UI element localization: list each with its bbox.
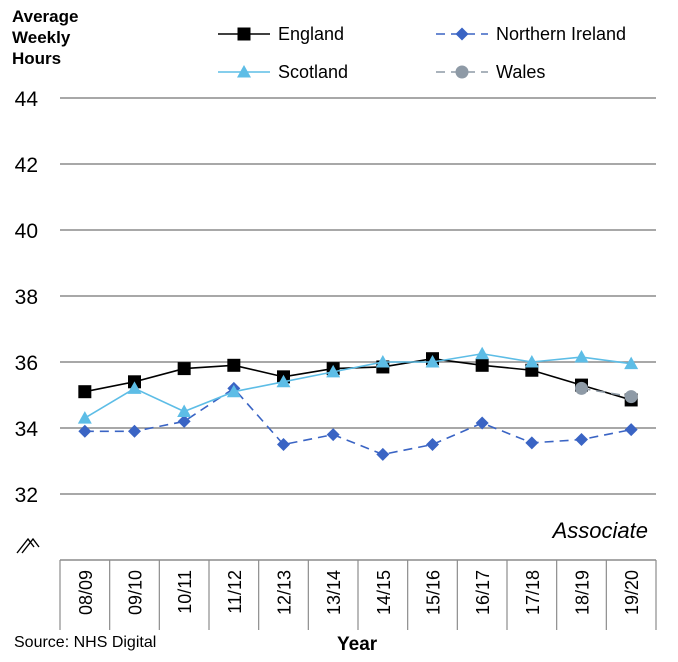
data-point — [574, 350, 589, 363]
data-point — [226, 384, 241, 398]
data-point — [375, 355, 390, 368]
series-line — [84, 387, 632, 456]
y-axis-break-icon — [16, 537, 40, 554]
y-tick-labels: 44 42 40 38 36 34 32 — [15, 88, 39, 507]
data-point — [128, 424, 141, 438]
series-wales — [575, 381, 638, 404]
data-point — [575, 381, 588, 395]
data-point — [624, 356, 639, 370]
data-point — [525, 436, 539, 450]
data-point — [455, 27, 469, 41]
x-tick-label: 12/13 — [275, 570, 295, 615]
series-northern-ireland — [78, 381, 638, 461]
x-axis-title: Year — [337, 634, 378, 655]
data-point — [475, 358, 489, 372]
data-point — [326, 428, 340, 442]
y-tick-label: 38 — [15, 286, 38, 309]
data-point — [276, 374, 291, 388]
data-point — [237, 27, 251, 41]
x-tick-label: 11/12 — [225, 570, 245, 614]
data-point — [237, 65, 251, 78]
data-point — [177, 414, 191, 428]
legend-label: England — [278, 24, 344, 44]
x-axis: 08/09 09/10 10/11 11/12 12/13 13/14 14/15 15/16… — [59, 559, 657, 630]
legend-item: Scotland — [218, 62, 348, 82]
x-tick-label: 17/18 — [523, 570, 543, 615]
data-point — [326, 364, 341, 378]
data-point — [177, 362, 191, 376]
data-point — [127, 381, 142, 394]
x-tick-label: 16/17 — [473, 570, 493, 615]
x-tick-label: 13/14 — [324, 570, 344, 615]
data-point — [475, 416, 489, 430]
x-tick-label: 09/10 — [126, 570, 146, 615]
gridlines — [60, 97, 656, 495]
break-stroke — [21, 537, 40, 554]
y-tick-label: 40 — [15, 220, 38, 243]
y-tick-label: 44 — [15, 88, 39, 111]
data-point — [475, 346, 490, 360]
legend-label: Northern Ireland — [496, 24, 626, 44]
x-tick-label: 08/09 — [76, 570, 96, 615]
data-point — [277, 438, 290, 451]
data-point — [78, 385, 92, 399]
x-tick-label: 14/15 — [374, 570, 394, 615]
x-tick-label: 18/19 — [573, 570, 593, 615]
data-point — [77, 411, 92, 424]
data-point — [227, 358, 241, 372]
series-line — [84, 352, 632, 419]
series-line — [84, 357, 632, 401]
data-point — [524, 355, 539, 368]
data-point — [425, 355, 440, 368]
legend-item: Wales — [436, 62, 545, 82]
x-tick-label: 10/11 — [175, 570, 195, 614]
chart-annotation: Associate — [552, 518, 648, 543]
legend: England Northern Ireland Scotland Wales — [218, 24, 626, 82]
y-tick-label: 36 — [15, 352, 38, 375]
source-note: Source: NHS Digital — [14, 634, 157, 651]
data-point — [376, 447, 390, 461]
data-series — [77, 346, 639, 461]
data-point — [455, 65, 469, 79]
series-scotland — [77, 346, 639, 424]
y-axis-title: Average Weekly Hours — [12, 7, 79, 68]
x-tick-label: 19/20 — [622, 570, 642, 615]
legend-label: Wales — [496, 62, 545, 82]
data-point — [575, 433, 588, 447]
data-point — [624, 423, 638, 437]
y-tick-label: 32 — [15, 484, 38, 507]
y-tick-label: 42 — [15, 154, 38, 177]
y-tick-label: 34 — [15, 418, 39, 441]
data-point — [624, 390, 638, 404]
data-point — [426, 438, 439, 451]
x-tick-label: 15/16 — [424, 570, 444, 615]
legend-item: England — [218, 24, 344, 44]
series-line — [581, 387, 632, 398]
break-stroke — [16, 537, 35, 554]
legend-item: Northern Ireland — [436, 24, 626, 44]
legend-label: Scotland — [278, 62, 348, 82]
data-point — [78, 424, 92, 438]
data-point — [177, 404, 192, 417]
